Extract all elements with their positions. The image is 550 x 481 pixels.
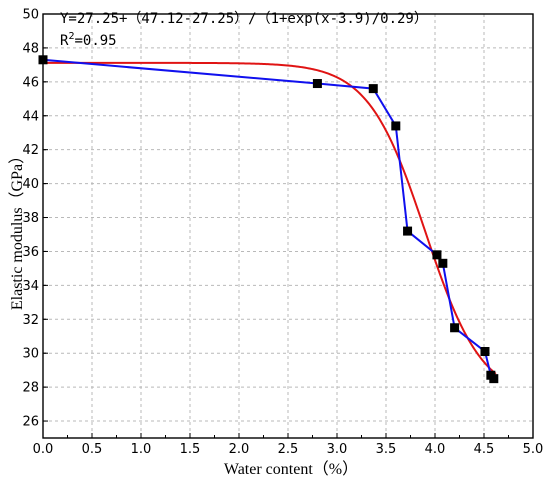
y-tick-label: 30 — [22, 347, 39, 362]
y-tick-label: 34 — [22, 279, 39, 294]
x-axis-label: Water content（%） — [224, 460, 358, 478]
y-tick-label: 44 — [22, 109, 39, 124]
r-squared-annotation: R2=0.95 — [60, 31, 117, 49]
data-point-marker — [368, 84, 378, 94]
r-squared-value: =0.95 — [74, 33, 116, 49]
data-line — [42, 58, 495, 380]
x-tick-label: 5.0 — [523, 442, 544, 457]
y-axis-ticks: 26 28 30 32 34 36 38 40 42 44 46 48 50 — [22, 8, 48, 430]
y-tick-label: 32 — [22, 313, 39, 328]
grid-lines — [43, 14, 533, 438]
x-tick-label: 3.0 — [327, 442, 348, 457]
y-tick-label: 28 — [22, 381, 39, 396]
x-tick-label: 1.5 — [180, 442, 201, 457]
data-point-marker — [312, 79, 322, 89]
data-point-marker — [480, 347, 490, 357]
data-point-marker — [391, 121, 401, 131]
x-tick-label: 2.5 — [278, 442, 299, 457]
x-tick-label: 4.0 — [425, 442, 446, 457]
x-tick-label: 0.5 — [82, 442, 103, 457]
y-tick-label: 26 — [22, 415, 39, 430]
data-point-marker — [438, 258, 448, 268]
x-tick-label: 2.0 — [229, 442, 250, 457]
x-tick-label: 4.5 — [474, 442, 495, 457]
r-squared-r: R — [60, 33, 69, 49]
fit-curve-layer — [43, 61, 497, 375]
equation-annotation: Y=27.25+（47.12-27.25）/（1+exp(x-3.9)/0.29… — [60, 11, 428, 27]
y-tick-label: 48 — [22, 41, 39, 56]
data-point-marker — [403, 226, 413, 236]
data-series-layer — [38, 55, 499, 384]
data-point-marker — [450, 323, 460, 333]
y-tick-label: 42 — [22, 143, 39, 158]
r-squared-superscript: 2 — [68, 31, 74, 42]
y-tick-label: 46 — [22, 75, 39, 90]
data-point-marker — [432, 250, 442, 260]
fit-curve — [43, 61, 497, 375]
x-tick-label: 0.0 — [33, 442, 54, 457]
data-point-marker — [489, 374, 499, 384]
x-tick-label: 3.5 — [376, 442, 397, 457]
y-tick-label: 40 — [22, 177, 39, 192]
y-axis-label: Elastic modulus（GPa） — [8, 148, 26, 310]
y-tick-label: 36 — [22, 245, 39, 260]
y-tick-label: 50 — [22, 8, 39, 23]
x-tick-label: 1.0 — [131, 442, 152, 457]
y-tick-label: 38 — [22, 211, 39, 226]
x-axis-ticks: 0.0 0.5 1.0 1.5 2.0 2.5 3.0 3.5 4.0 4.5 5.0 — [33, 433, 544, 457]
